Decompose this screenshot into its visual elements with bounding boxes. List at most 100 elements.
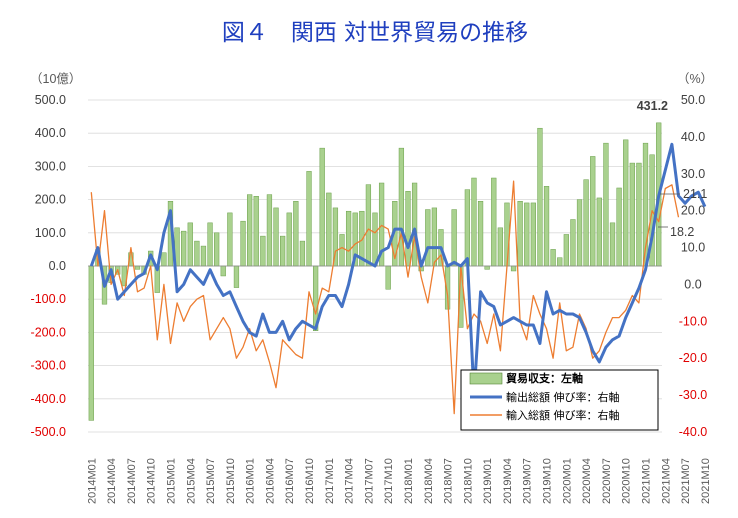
- trade-balance-bar: [609, 222, 616, 267]
- trade-balance-bar: [286, 212, 292, 267]
- trade-balance-bar: [207, 222, 213, 267]
- trade-balance-bar: [260, 235, 266, 267]
- trade-balance-bar: [464, 189, 470, 267]
- trade-balance-bar: [319, 147, 325, 267]
- x-tick-label: 2020M01: [561, 458, 573, 504]
- trade-balance-bar: [425, 209, 431, 267]
- x-tick-label: 2020M10: [621, 458, 633, 504]
- x-tick-label: 2016M07: [284, 458, 296, 504]
- x-tick-label: 2014M07: [126, 458, 138, 504]
- x-tick-label: 2017M10: [383, 458, 395, 504]
- import-growth-line: [90, 180, 680, 415]
- x-tick-label: 2021M07: [680, 458, 692, 504]
- trade-balance-bar: [398, 147, 405, 267]
- trade-balance-bar: [134, 265, 141, 270]
- left-tick-label: 0.0: [49, 259, 66, 273]
- trade-balance-bar: [550, 249, 556, 267]
- left-axis-unit: （10億）: [30, 72, 81, 86]
- left-tick-label: -400.0: [31, 392, 66, 406]
- left-tick-label: 200.0: [35, 193, 66, 207]
- trade-balance-bar: [187, 222, 193, 267]
- trade-balance-bar: [405, 191, 411, 267]
- trade-balance-bar: [181, 230, 187, 267]
- x-tick-label: 2014M04: [106, 458, 118, 504]
- trade-balance-bar: [616, 187, 622, 267]
- x-tick-label: 2016M01: [245, 458, 257, 504]
- trade-balance-bar: [339, 234, 345, 267]
- left-tick-label: -500.0: [31, 425, 66, 439]
- x-tick-label: 2019M07: [522, 458, 534, 504]
- chart-title: 図４ 関西 対世界貿易の推移: [222, 20, 528, 46]
- trade-balance-bar: [524, 202, 530, 267]
- trade-balance-bar: [484, 265, 490, 270]
- trade-balance-bar: [220, 265, 226, 277]
- trade-balance-bar: [629, 162, 635, 267]
- trade-balance-bar: [365, 184, 372, 267]
- x-tick-label: 2017M01: [324, 458, 336, 504]
- trade-balance-bar: [537, 127, 543, 267]
- trade-balance-bar: [214, 232, 220, 267]
- trade-balance-bar: [372, 212, 378, 267]
- right-tick-label: 20.0: [681, 204, 705, 218]
- trade-balance-bar: [431, 207, 438, 267]
- trade-balance-bar: [557, 257, 563, 267]
- x-tick-label: 2020M04: [581, 458, 593, 504]
- trade-balance-bar: [194, 240, 200, 267]
- right-tick-label: 0.0: [684, 277, 701, 291]
- x-tick-label: 2021M01: [641, 458, 653, 504]
- legend-export-label: 輸出総額 伸び率：右軸: [506, 390, 620, 404]
- trade-balance-bar: [253, 196, 259, 267]
- annotation-last-import: 18.2: [670, 225, 694, 239]
- trade-balance-bar: [306, 171, 312, 267]
- annotation-last-bar: 431.2: [637, 99, 668, 113]
- x-tick-label: 2018M07: [443, 458, 455, 504]
- x-tick-label: 2019M10: [542, 458, 554, 504]
- trade-balance-bar: [266, 194, 273, 267]
- x-tick-label: 2019M01: [482, 458, 494, 504]
- trade-balance-bar: [227, 212, 233, 267]
- trade-balance-bar: [491, 177, 497, 267]
- trade-balance-bar: [543, 186, 550, 267]
- x-tick-label: 2014M10: [146, 458, 158, 504]
- left-tick-label: -300.0: [31, 359, 66, 373]
- trade-balance-bar: [332, 207, 339, 267]
- trade-balance-bar: [161, 252, 167, 267]
- trade-balance-bar: [200, 245, 207, 267]
- left-tick-label: -200.0: [31, 325, 66, 339]
- x-tick-label: 2018M04: [423, 458, 435, 504]
- right-tick-label: 50.0: [681, 93, 705, 107]
- left-tick-label: 300.0: [35, 159, 66, 173]
- trade-balance-bar: [247, 194, 253, 267]
- x-tick-label: 2020M07: [601, 458, 613, 504]
- legend: 貿易収支：左軸 輸出総額 伸び率：右軸 輸入総額 伸び率：右軸: [460, 369, 659, 431]
- trade-balance-bar: [623, 139, 629, 267]
- trade-balance-bar: [576, 199, 583, 267]
- x-tick-label: 2018M01: [403, 458, 415, 504]
- left-axis-ticks: 500.0 400.0 300.0 200.0 100.0 0.0 -100.0 -200.0…: [31, 93, 67, 439]
- right-axis-ticks: 50.0 40.0 30.0 20.0 10.0 0.0 -10.0 -20.0 -30.0 -4…: [679, 93, 708, 439]
- trade-balance-bar: [326, 192, 332, 267]
- trade-balance-bar: [88, 265, 94, 421]
- trade-balance-bar: [345, 210, 352, 267]
- right-tick-label: -20.0: [679, 351, 708, 365]
- trade-balance-bar: [563, 234, 569, 267]
- trade-balance-bar: [471, 177, 477, 267]
- annotation-last-export: 21.1: [683, 187, 707, 201]
- x-tick-label: 2015M04: [185, 458, 197, 504]
- x-tick-label: 2014M01: [86, 458, 98, 504]
- x-tick-label: 2021M04: [660, 458, 672, 504]
- growth-lines: [89, 142, 707, 415]
- x-tick-label: 2016M10: [304, 458, 316, 504]
- x-tick-label: 2015M07: [205, 458, 217, 504]
- trade-balance-bar: [517, 201, 523, 267]
- x-tick-label: 2015M01: [165, 458, 177, 504]
- trade-balance-bar: [497, 227, 503, 267]
- legend-import-label: 輸入総額 伸び率：右軸: [506, 408, 620, 422]
- trade-balance-bar: [240, 220, 246, 267]
- trade-balance-bar: [233, 265, 240, 288]
- right-tick-label: 10.0: [681, 241, 705, 255]
- trade-balance-bar: [583, 179, 589, 267]
- right-tick-label: 30.0: [681, 167, 705, 181]
- trade-balance-bar: [636, 162, 642, 267]
